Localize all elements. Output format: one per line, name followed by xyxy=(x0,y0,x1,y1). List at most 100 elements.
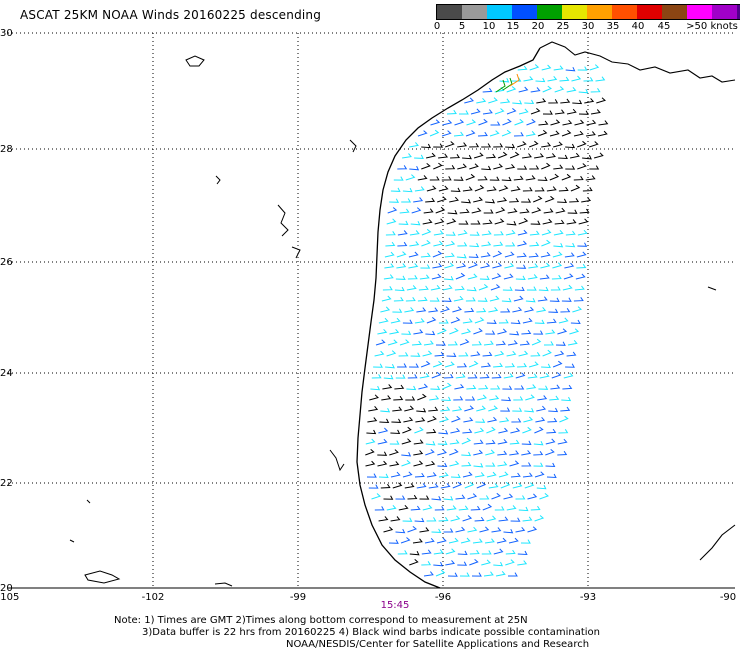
wind-barb xyxy=(566,219,577,225)
wind-barb xyxy=(533,330,544,335)
wind-barb xyxy=(384,251,395,258)
wind-barb xyxy=(378,427,389,434)
wind-barb xyxy=(529,230,540,236)
wind-barb xyxy=(445,560,456,566)
wind-barb xyxy=(462,428,473,434)
wind-barb xyxy=(548,407,559,413)
wind-barb xyxy=(586,119,597,126)
wind-barb xyxy=(565,230,576,236)
wind-barb xyxy=(449,448,459,456)
wind-barb xyxy=(561,396,572,402)
wind-barb xyxy=(459,339,470,346)
wind-barb xyxy=(511,418,522,423)
wind-barb xyxy=(502,286,513,291)
wind-barb xyxy=(548,308,559,313)
wind-barb xyxy=(560,406,571,412)
wind-barb xyxy=(596,97,606,104)
lon-label: -90 xyxy=(720,592,736,603)
wind-barb xyxy=(536,98,547,104)
wind-barb xyxy=(431,371,442,379)
wind-barb xyxy=(454,383,465,390)
wind-barb xyxy=(425,152,436,159)
wind-barb xyxy=(450,427,461,434)
wind-barb xyxy=(371,374,382,379)
wind-barb xyxy=(527,493,538,500)
wind-barb xyxy=(397,550,408,555)
wind-barb xyxy=(577,140,587,148)
wind-barb xyxy=(433,240,444,247)
wind-barb xyxy=(569,328,580,335)
wind-barb xyxy=(506,505,517,511)
wind-barb xyxy=(481,230,492,236)
wind-barb xyxy=(470,505,481,511)
wind-barb xyxy=(427,416,437,423)
wind-barb xyxy=(558,186,569,192)
wind-barb xyxy=(445,231,456,236)
wind-barb xyxy=(447,341,458,346)
wind-barb xyxy=(437,462,448,468)
wind-barb xyxy=(387,339,398,346)
wind-barb xyxy=(521,462,532,467)
wind-barb xyxy=(509,197,520,203)
wind-barb xyxy=(518,86,529,93)
wind-barb xyxy=(451,415,461,423)
wind-barb xyxy=(381,295,392,302)
wind-barb xyxy=(565,66,576,72)
wind-barb xyxy=(476,307,487,313)
wind-barb xyxy=(407,275,418,280)
wind-barb xyxy=(466,286,477,292)
wind-barb xyxy=(496,537,507,544)
wind-barb xyxy=(549,297,560,302)
wind-barb xyxy=(453,396,464,401)
wind-barb xyxy=(396,263,407,269)
wind-barb xyxy=(426,317,437,324)
wind-barb xyxy=(517,363,527,368)
wind-barb xyxy=(420,360,431,368)
wind-barb xyxy=(423,340,434,346)
wind-barb xyxy=(436,537,447,544)
wind-barb xyxy=(524,407,535,413)
wind-barb xyxy=(390,429,401,435)
wind-barb xyxy=(425,197,436,203)
wind-barb xyxy=(447,572,458,577)
wind-barb xyxy=(415,417,426,423)
wind-barb xyxy=(421,240,431,247)
wind-barb xyxy=(463,417,474,423)
wind-barb xyxy=(440,483,451,489)
wind-barb xyxy=(553,65,564,71)
wind-barb xyxy=(492,250,503,258)
lon-label: -105 xyxy=(0,592,19,603)
wind-barb xyxy=(443,528,454,533)
wind-barb xyxy=(537,395,548,401)
wind-barb xyxy=(505,143,516,149)
wind-barb xyxy=(500,481,511,489)
wind-barb xyxy=(390,471,401,478)
wind-barb xyxy=(552,251,563,258)
wind-barb xyxy=(442,284,453,291)
wind-barb xyxy=(477,131,488,137)
wind-barb xyxy=(458,505,469,511)
wind-barb xyxy=(456,253,467,259)
wind-barb xyxy=(501,129,512,137)
wind-barb xyxy=(469,163,479,170)
wind-barb xyxy=(542,218,553,225)
wind-barb xyxy=(513,295,524,302)
wind-barb xyxy=(569,198,580,203)
wind-barb xyxy=(590,109,601,115)
wind-barb xyxy=(402,319,413,324)
wind-barb xyxy=(397,165,408,170)
wind-barb xyxy=(582,154,592,160)
wind-barb xyxy=(399,208,410,214)
legend-tick: 0 xyxy=(433,21,441,32)
legend-swatch xyxy=(587,5,612,19)
wind-barb xyxy=(432,361,443,368)
wind-barb xyxy=(504,262,515,269)
wind-barb xyxy=(404,483,415,489)
wind-barb xyxy=(378,516,389,522)
wind-barb xyxy=(566,351,577,357)
wind-barb xyxy=(389,461,400,467)
wind-barb xyxy=(541,64,552,71)
wind-barb xyxy=(414,472,425,478)
wind-barb xyxy=(450,187,461,193)
wind-barb xyxy=(589,141,599,148)
